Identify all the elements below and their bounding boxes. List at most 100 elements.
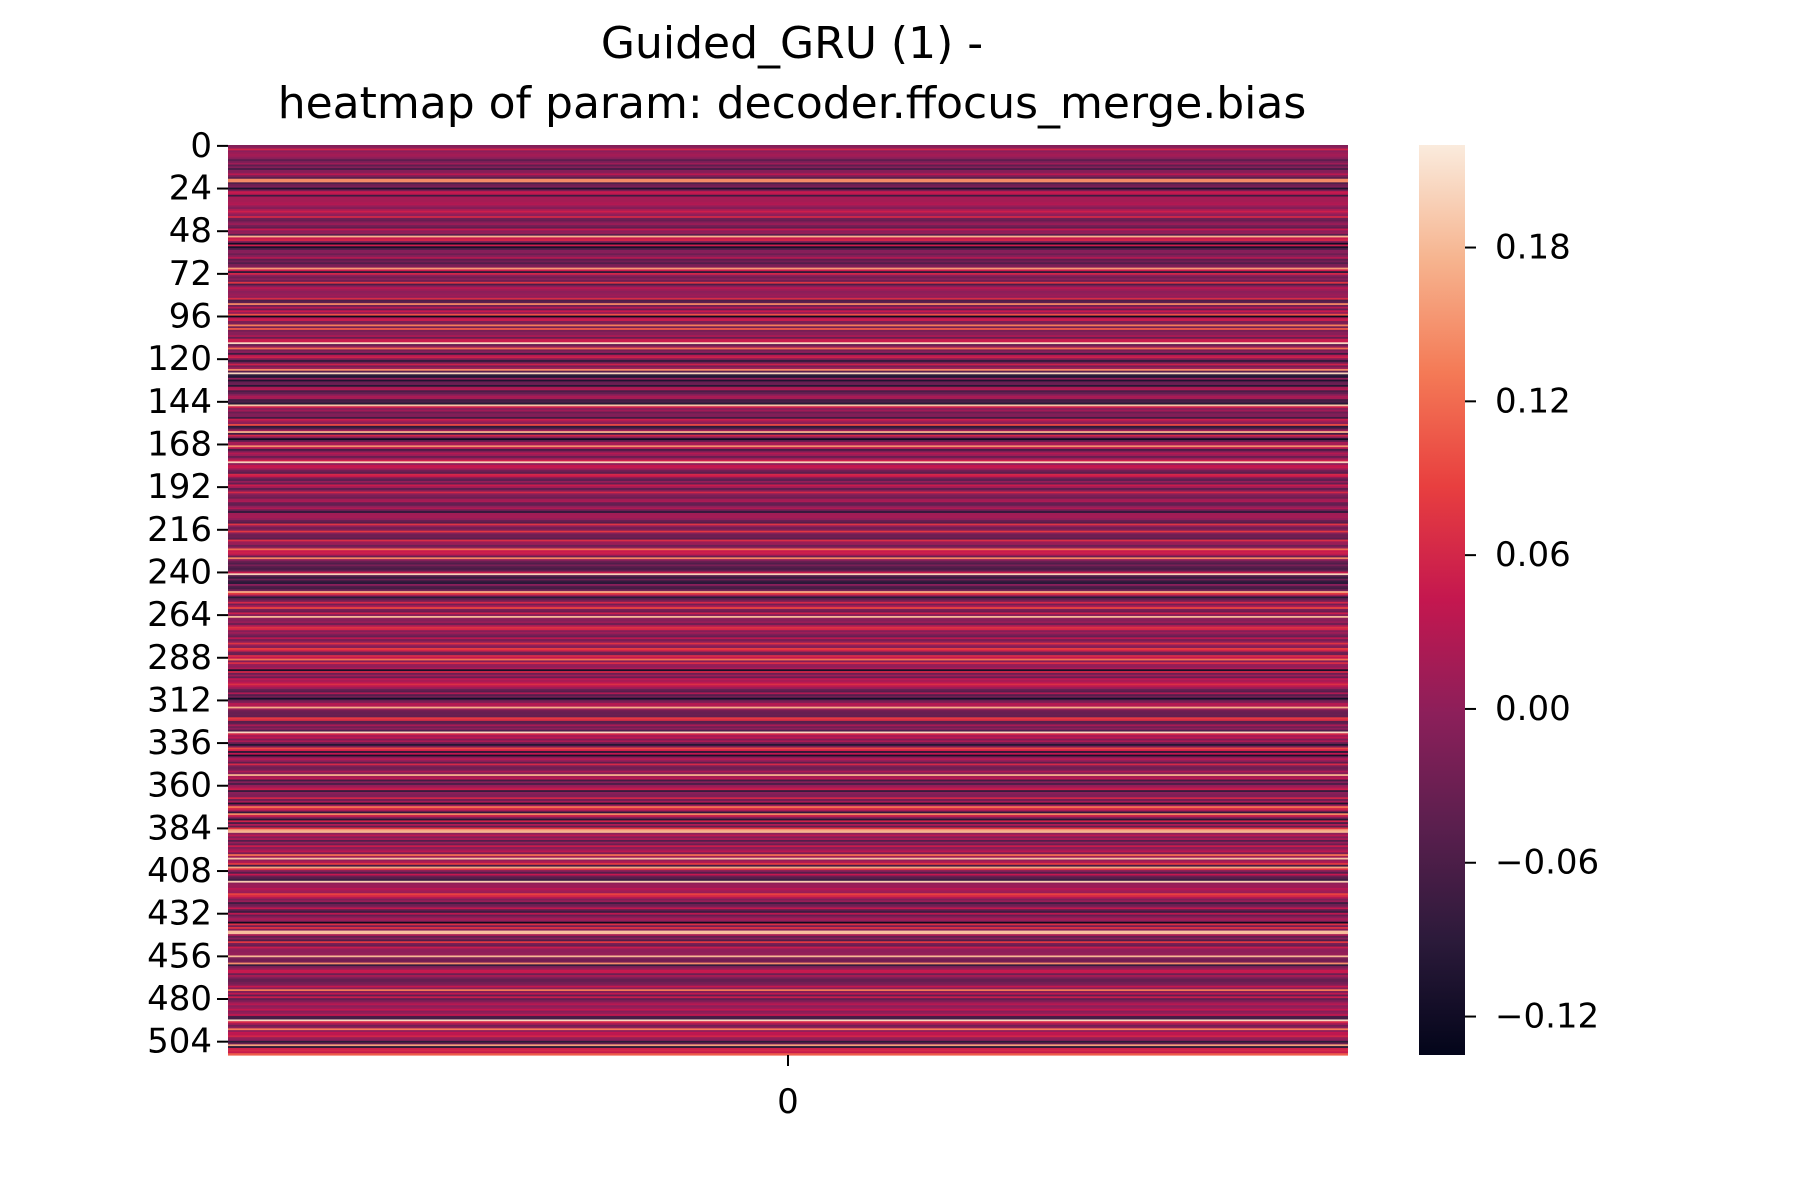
heatmap-cell <box>228 281 1348 285</box>
heatmap-cell <box>228 395 1348 398</box>
y-tick-label: 384 <box>147 808 212 848</box>
heatmap-cell <box>228 523 1348 526</box>
heatmap-cell <box>228 354 1348 358</box>
heatmap-cell <box>228 697 1348 701</box>
heatmap-cell <box>228 706 1348 710</box>
heatmap-cell <box>228 528 1348 532</box>
heatmap-cell <box>228 1030 1348 1033</box>
heatmap-cell <box>228 274 1348 278</box>
heatmap-cell <box>228 224 1348 228</box>
heatmap-cell <box>228 345 1348 349</box>
heatmap-cell <box>228 653 1348 656</box>
heatmap-cell <box>228 541 1348 544</box>
heatmap-cell <box>228 230 1348 233</box>
heatmap-cell <box>228 655 1348 658</box>
heatmap-cell <box>228 886 1348 889</box>
heatmap-cell <box>228 571 1348 574</box>
heatmap-cell <box>228 349 1348 352</box>
heatmap-cell <box>228 747 1348 750</box>
heatmap-cell <box>228 639 1348 642</box>
heatmap-cell <box>228 967 1348 971</box>
heatmap-cell <box>228 445 1348 448</box>
heatmap-cell <box>228 795 1348 798</box>
heatmap-cell <box>228 498 1348 502</box>
heatmap-cell <box>228 663 1348 667</box>
heatmap-cell <box>228 301 1348 304</box>
heatmap-cell <box>228 452 1348 455</box>
heatmap-cell <box>228 601 1348 605</box>
heatmap-cell <box>228 194 1348 198</box>
heatmap-cell <box>228 415 1348 418</box>
heatmap-cell <box>228 386 1348 390</box>
heatmap-cell <box>228 882 1348 885</box>
heatmap-cell <box>228 695 1348 699</box>
heatmap-cell <box>228 299 1348 303</box>
heatmap-cell <box>228 699 1348 702</box>
y-tick-label: 432 <box>147 894 212 934</box>
heatmap-cell <box>228 422 1348 425</box>
heatmap-cell <box>228 893 1348 896</box>
heatmap-cell <box>228 457 1348 461</box>
heatmap-cell <box>228 454 1348 457</box>
y-tick-label: 120 <box>147 339 212 379</box>
heatmap-cell <box>228 271 1348 274</box>
x-axis: 0 <box>777 1055 799 1122</box>
heatmap-cell <box>228 815 1348 818</box>
heatmap-cell <box>228 953 1348 957</box>
heatmap-cell <box>228 873 1348 877</box>
heatmap-cell <box>228 288 1348 292</box>
heatmap-cell <box>228 319 1348 322</box>
heatmap-cell <box>228 443 1348 446</box>
heatmap-cell <box>228 838 1348 841</box>
heatmap-cell <box>228 827 1348 830</box>
heatmap-cell <box>228 1015 1348 1019</box>
heatmap-cell <box>228 203 1348 207</box>
heatmap-cell <box>228 292 1348 295</box>
heatmap-cell <box>228 322 1348 326</box>
heatmap-cell <box>228 900 1348 903</box>
heatmap-cell <box>228 720 1348 724</box>
heatmap-cell <box>228 537 1348 541</box>
x-tick-label: 0 <box>777 1082 799 1122</box>
heatmap-cell <box>228 779 1348 782</box>
heatmap-cell <box>228 903 1348 907</box>
heatmap-cell <box>228 605 1348 608</box>
heatmap-cell <box>228 400 1348 404</box>
heatmap-cell <box>228 1053 1348 1056</box>
heatmap-cell <box>228 729 1348 733</box>
heatmap-cell <box>228 516 1348 519</box>
heatmap-cell <box>228 418 1348 422</box>
heatmap-cell <box>228 813 1348 816</box>
heatmap-cell <box>228 200 1348 203</box>
heatmap-cell <box>228 377 1348 381</box>
heatmap-cell <box>228 539 1348 542</box>
chart-subtitle: heatmap of param: decoder.ffocus_merge.b… <box>278 78 1307 129</box>
heatmap-cell <box>228 839 1348 843</box>
heatmap-cell <box>228 352 1348 356</box>
heatmap-cell <box>228 646 1348 649</box>
heatmap-cell <box>228 420 1348 423</box>
heatmap-cell <box>228 937 1348 941</box>
heatmap-cell <box>228 511 1348 514</box>
heatmap-cell <box>228 256 1348 260</box>
heatmap-cell <box>228 816 1348 820</box>
heatmap-cell <box>228 550 1348 553</box>
heatmap-cell <box>228 388 1348 391</box>
heatmap-cell <box>228 276 1348 279</box>
heatmap-cell <box>228 761 1348 765</box>
heatmap-cell <box>228 1039 1348 1042</box>
heatmap-cell <box>228 989 1348 992</box>
heatmap-cell <box>228 658 1348 662</box>
heatmap-cell <box>228 578 1348 582</box>
colorbar-tick-label: 0.00 <box>1495 689 1571 729</box>
heatmap-cell <box>228 861 1348 864</box>
heatmap-cell <box>228 976 1348 980</box>
heatmap-cell <box>228 434 1348 438</box>
heatmap-cell <box>228 404 1348 407</box>
heatmap-cell <box>228 758 1348 761</box>
heatmap-cell <box>228 594 1348 598</box>
heatmap-cell <box>228 166 1348 169</box>
heatmap-cell <box>228 799 1348 802</box>
heatmap-cell <box>228 447 1348 450</box>
heatmap-cell <box>228 973 1348 976</box>
